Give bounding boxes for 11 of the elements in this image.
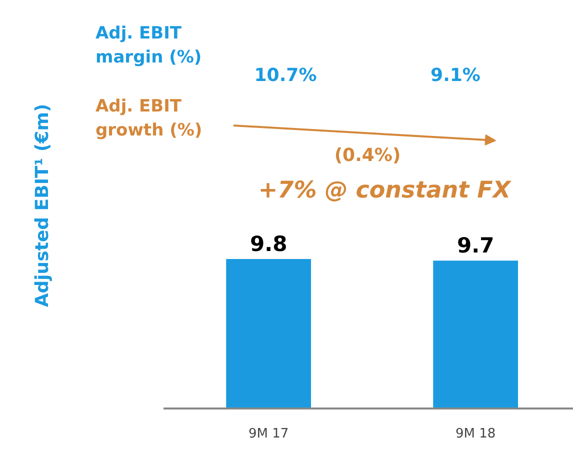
text: Adjusted EBIT¹ (€m)	[32, 104, 53, 308]
x-tick-label: 9M 17	[248, 426, 289, 442]
text: Adj. EBIT growth (%)	[96, 96, 202, 140]
text: +7% @ constant FX	[258, 178, 512, 204]
text: (0.4%)	[334, 145, 401, 166]
text: 10.7%	[254, 65, 317, 86]
x-tick-label: 9M 18	[456, 426, 496, 442]
text: Adj. EBIT margin (%)	[96, 24, 202, 68]
data-label: 9.7	[456, 234, 494, 258]
data-label: 9.8	[250, 232, 288, 256]
text: 9.1%	[430, 65, 480, 86]
